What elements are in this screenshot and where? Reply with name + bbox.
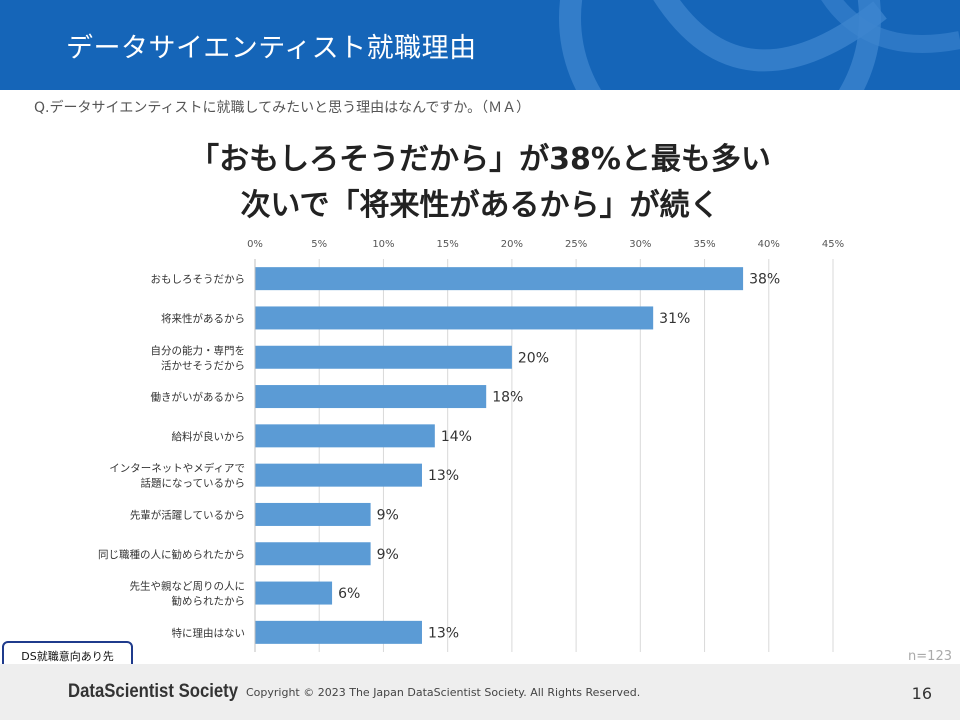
bar — [255, 502, 371, 526]
survey-question: Q.データサイエンティストに就職してみたいと思う理由はなんですか。（ＭＡ） — [34, 100, 531, 116]
page-number: 16 — [911, 684, 932, 703]
sample-size: n=123 — [908, 649, 952, 664]
x-tick-label: 45% — [822, 239, 844, 250]
footer-copyright: Copyright © 2023 The Japan DataScientist… — [246, 686, 641, 699]
bar — [255, 581, 333, 605]
category-label: 活かせそうだから — [161, 360, 245, 372]
data-label: 38% — [749, 272, 780, 288]
data-label: 13% — [428, 468, 459, 484]
data-label: 18% — [492, 390, 523, 406]
category-label: 給料が良いから — [172, 430, 246, 443]
x-tick-label: 20% — [501, 239, 523, 250]
category-label: 特に理由はない — [172, 626, 246, 639]
headline-line-1: 「おもしろそうだから」が38%と最も多い — [189, 142, 771, 177]
data-label: 6% — [338, 586, 360, 602]
headline-line-2: 次いで「将来性があるから」が続く — [240, 188, 720, 223]
data-label: 13% — [428, 625, 459, 641]
bar — [255, 345, 512, 369]
bar — [255, 385, 487, 409]
data-label: 9% — [377, 507, 399, 523]
x-tick-label: 25% — [565, 239, 587, 250]
bar — [255, 463, 422, 487]
category-label: 働きがいがあるから — [151, 391, 246, 404]
x-tick-label: 30% — [629, 239, 651, 250]
category-label: 同じ職種の人に勧められたから — [98, 548, 245, 561]
x-tick-label: 5% — [311, 239, 327, 250]
x-tick-label: 10% — [372, 239, 394, 250]
page-title: データサイエンティスト就職理由 — [66, 33, 477, 64]
footer-logo: DataScientist Society — [68, 681, 239, 702]
bar — [255, 424, 435, 448]
data-label: 31% — [659, 311, 690, 327]
data-label: 9% — [377, 547, 399, 563]
footer: DataScientist Society Copyright © 2023 T… — [0, 664, 960, 720]
bar — [255, 306, 654, 330]
bar — [255, 267, 744, 291]
header-decoration — [559, 0, 960, 90]
bar — [255, 542, 371, 566]
bar — [255, 620, 422, 644]
data-label: 20% — [518, 350, 549, 366]
category-label: 先輩が活躍しているから — [130, 508, 245, 521]
category-label: 将来性があるから — [161, 312, 245, 325]
x-tick-label: 40% — [758, 239, 780, 250]
category-label: 話題になっているから — [141, 477, 245, 490]
category-label: インターネットやメディアで — [109, 462, 245, 475]
x-tick-label: 0% — [247, 239, 263, 250]
category-label: 勧められたから — [172, 595, 246, 608]
category-label: おもしろそうだから — [151, 274, 246, 286]
x-tick-label: 15% — [437, 239, 459, 250]
data-label: 14% — [441, 429, 472, 445]
x-tick-label: 35% — [693, 239, 715, 250]
category-label: 先生や親など周りの人に — [130, 580, 246, 593]
category-label: 自分の能力・専門を — [151, 344, 246, 357]
header-banner: データサイエンティスト就職理由 — [0, 0, 960, 90]
